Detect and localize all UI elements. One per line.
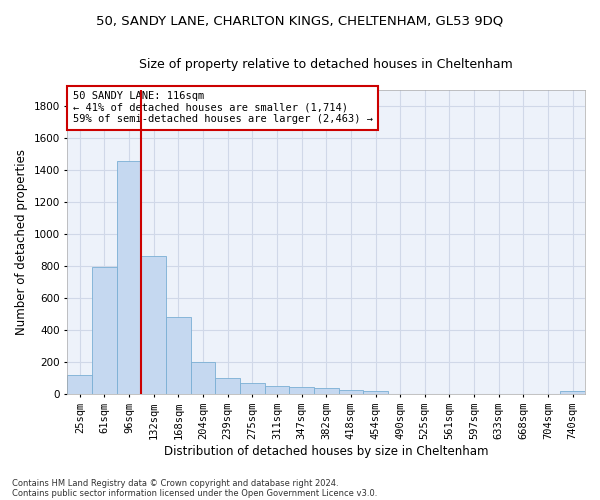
Bar [215, 378, 240, 394]
Text: 50, SANDY LANE, CHARLTON KINGS, CHELTENHAM, GL53 9DQ: 50, SANDY LANE, CHARLTON KINGS, CHELTENH… [97, 15, 503, 28]
Y-axis label: Number of detached properties: Number of detached properties [15, 149, 28, 335]
Bar [314, 388, 338, 394]
Text: Contains public sector information licensed under the Open Government Licence v3: Contains public sector information licen… [12, 488, 377, 498]
Bar [92, 268, 117, 394]
Bar [560, 392, 585, 394]
Text: 50 SANDY LANE: 116sqm
← 41% of detached houses are smaller (1,714)
59% of semi-d: 50 SANDY LANE: 116sqm ← 41% of detached … [73, 91, 373, 124]
Bar [117, 161, 142, 394]
Title: Size of property relative to detached houses in Cheltenham: Size of property relative to detached ho… [139, 58, 513, 70]
Bar [338, 390, 363, 394]
X-axis label: Distribution of detached houses by size in Cheltenham: Distribution of detached houses by size … [164, 444, 488, 458]
Bar [240, 384, 265, 394]
Bar [289, 388, 314, 394]
Bar [265, 386, 289, 394]
Text: Contains HM Land Registry data © Crown copyright and database right 2024.: Contains HM Land Registry data © Crown c… [12, 478, 338, 488]
Bar [142, 256, 166, 394]
Bar [166, 317, 191, 394]
Bar [191, 362, 215, 394]
Bar [363, 390, 388, 394]
Bar [67, 374, 92, 394]
